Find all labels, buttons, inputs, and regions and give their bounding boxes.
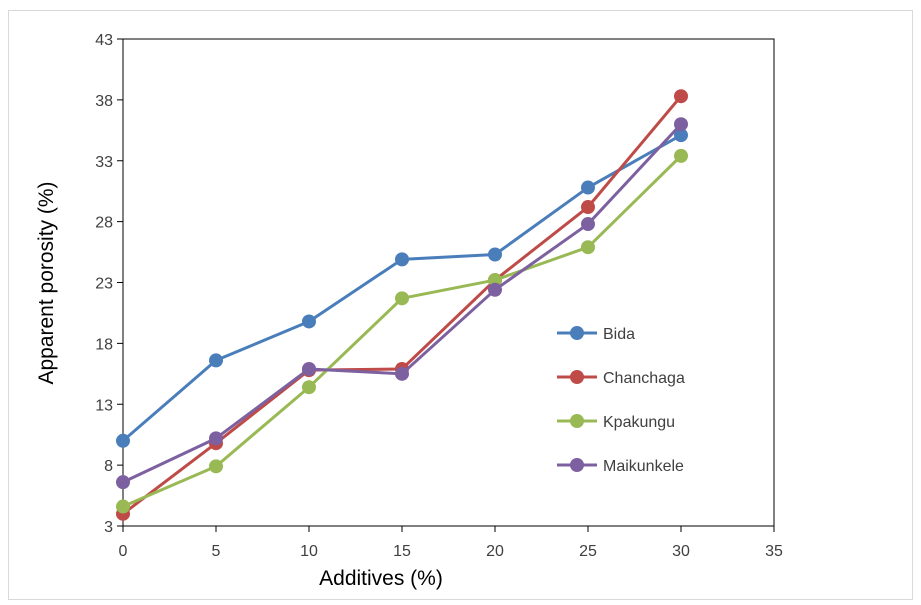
y-axis-title: Apparent porosity (%) [35,181,58,384]
legend-marker [570,458,584,472]
y-tick-label: 33 [95,154,113,171]
legend-marker [570,414,584,428]
series-line [122,133,682,442]
legend-marker [570,370,584,384]
data-point [302,314,316,329]
x-tick-label: 0 [119,543,128,560]
y-tick-label: 28 [95,215,113,232]
y-tick-label: 43 [95,32,113,49]
x-tick-label: 25 [579,543,597,560]
chart-frame: 3 8 13 18 23 28 33 38 43 0 5 10 15 20 25 30 35 Bida Chanc… [8,10,913,600]
data-point [581,180,595,195]
series-kpakungu [116,148,688,514]
data-point [674,89,688,104]
data-point [209,431,223,446]
data-point [674,117,688,132]
legend-marker [570,326,584,340]
data-point [209,459,223,474]
legend-label: Chanchaga [603,370,685,387]
legend-item: Maikunkele [557,458,684,475]
series-line [122,154,683,508]
y-tick-label: 8 [104,458,113,475]
data-point [674,128,688,143]
x-axis-title: Additives (%) [319,567,443,590]
legend: Bida Chanchaga Kpakungu Maikunkele [557,326,685,475]
legend-label: Bida [603,326,635,343]
series-lines [116,89,688,521]
legend-label: Maikunkele [603,458,684,475]
x-tick-label: 10 [300,543,318,560]
y-tick-label: 38 [95,93,113,110]
data-point [116,475,130,490]
x-tick-label: 20 [486,543,504,560]
legend-label: Kpakungu [603,414,675,431]
data-point [395,291,409,306]
x-tick-label: 30 [672,543,690,560]
series-maikunkele [116,117,688,490]
legend-item: Chanchaga [557,370,685,387]
data-point [674,148,688,163]
data-point [488,273,502,288]
data-point [302,361,316,376]
data-point [581,240,595,255]
legend-item: Bida [557,326,635,343]
series-bida [116,128,688,448]
data-point [488,282,502,297]
data-point [395,366,409,381]
y-tick-label: 13 [95,397,113,414]
data-point [581,200,595,215]
x-tick-label: 15 [393,543,411,560]
y-tick-label: 18 [95,336,113,353]
x-tick-label: 5 [212,543,221,560]
data-point [581,217,595,232]
x-tick-label: 35 [765,543,783,560]
data-point [209,353,223,368]
data-point [302,380,316,395]
y-tick-label: 3 [104,519,113,536]
data-point [395,252,409,267]
legend-item: Kpakungu [557,414,675,431]
data-point [116,499,130,514]
y-tick-label: 23 [95,276,113,293]
plot-area-border [122,38,775,527]
data-point [116,433,130,448]
data-point [488,247,502,262]
